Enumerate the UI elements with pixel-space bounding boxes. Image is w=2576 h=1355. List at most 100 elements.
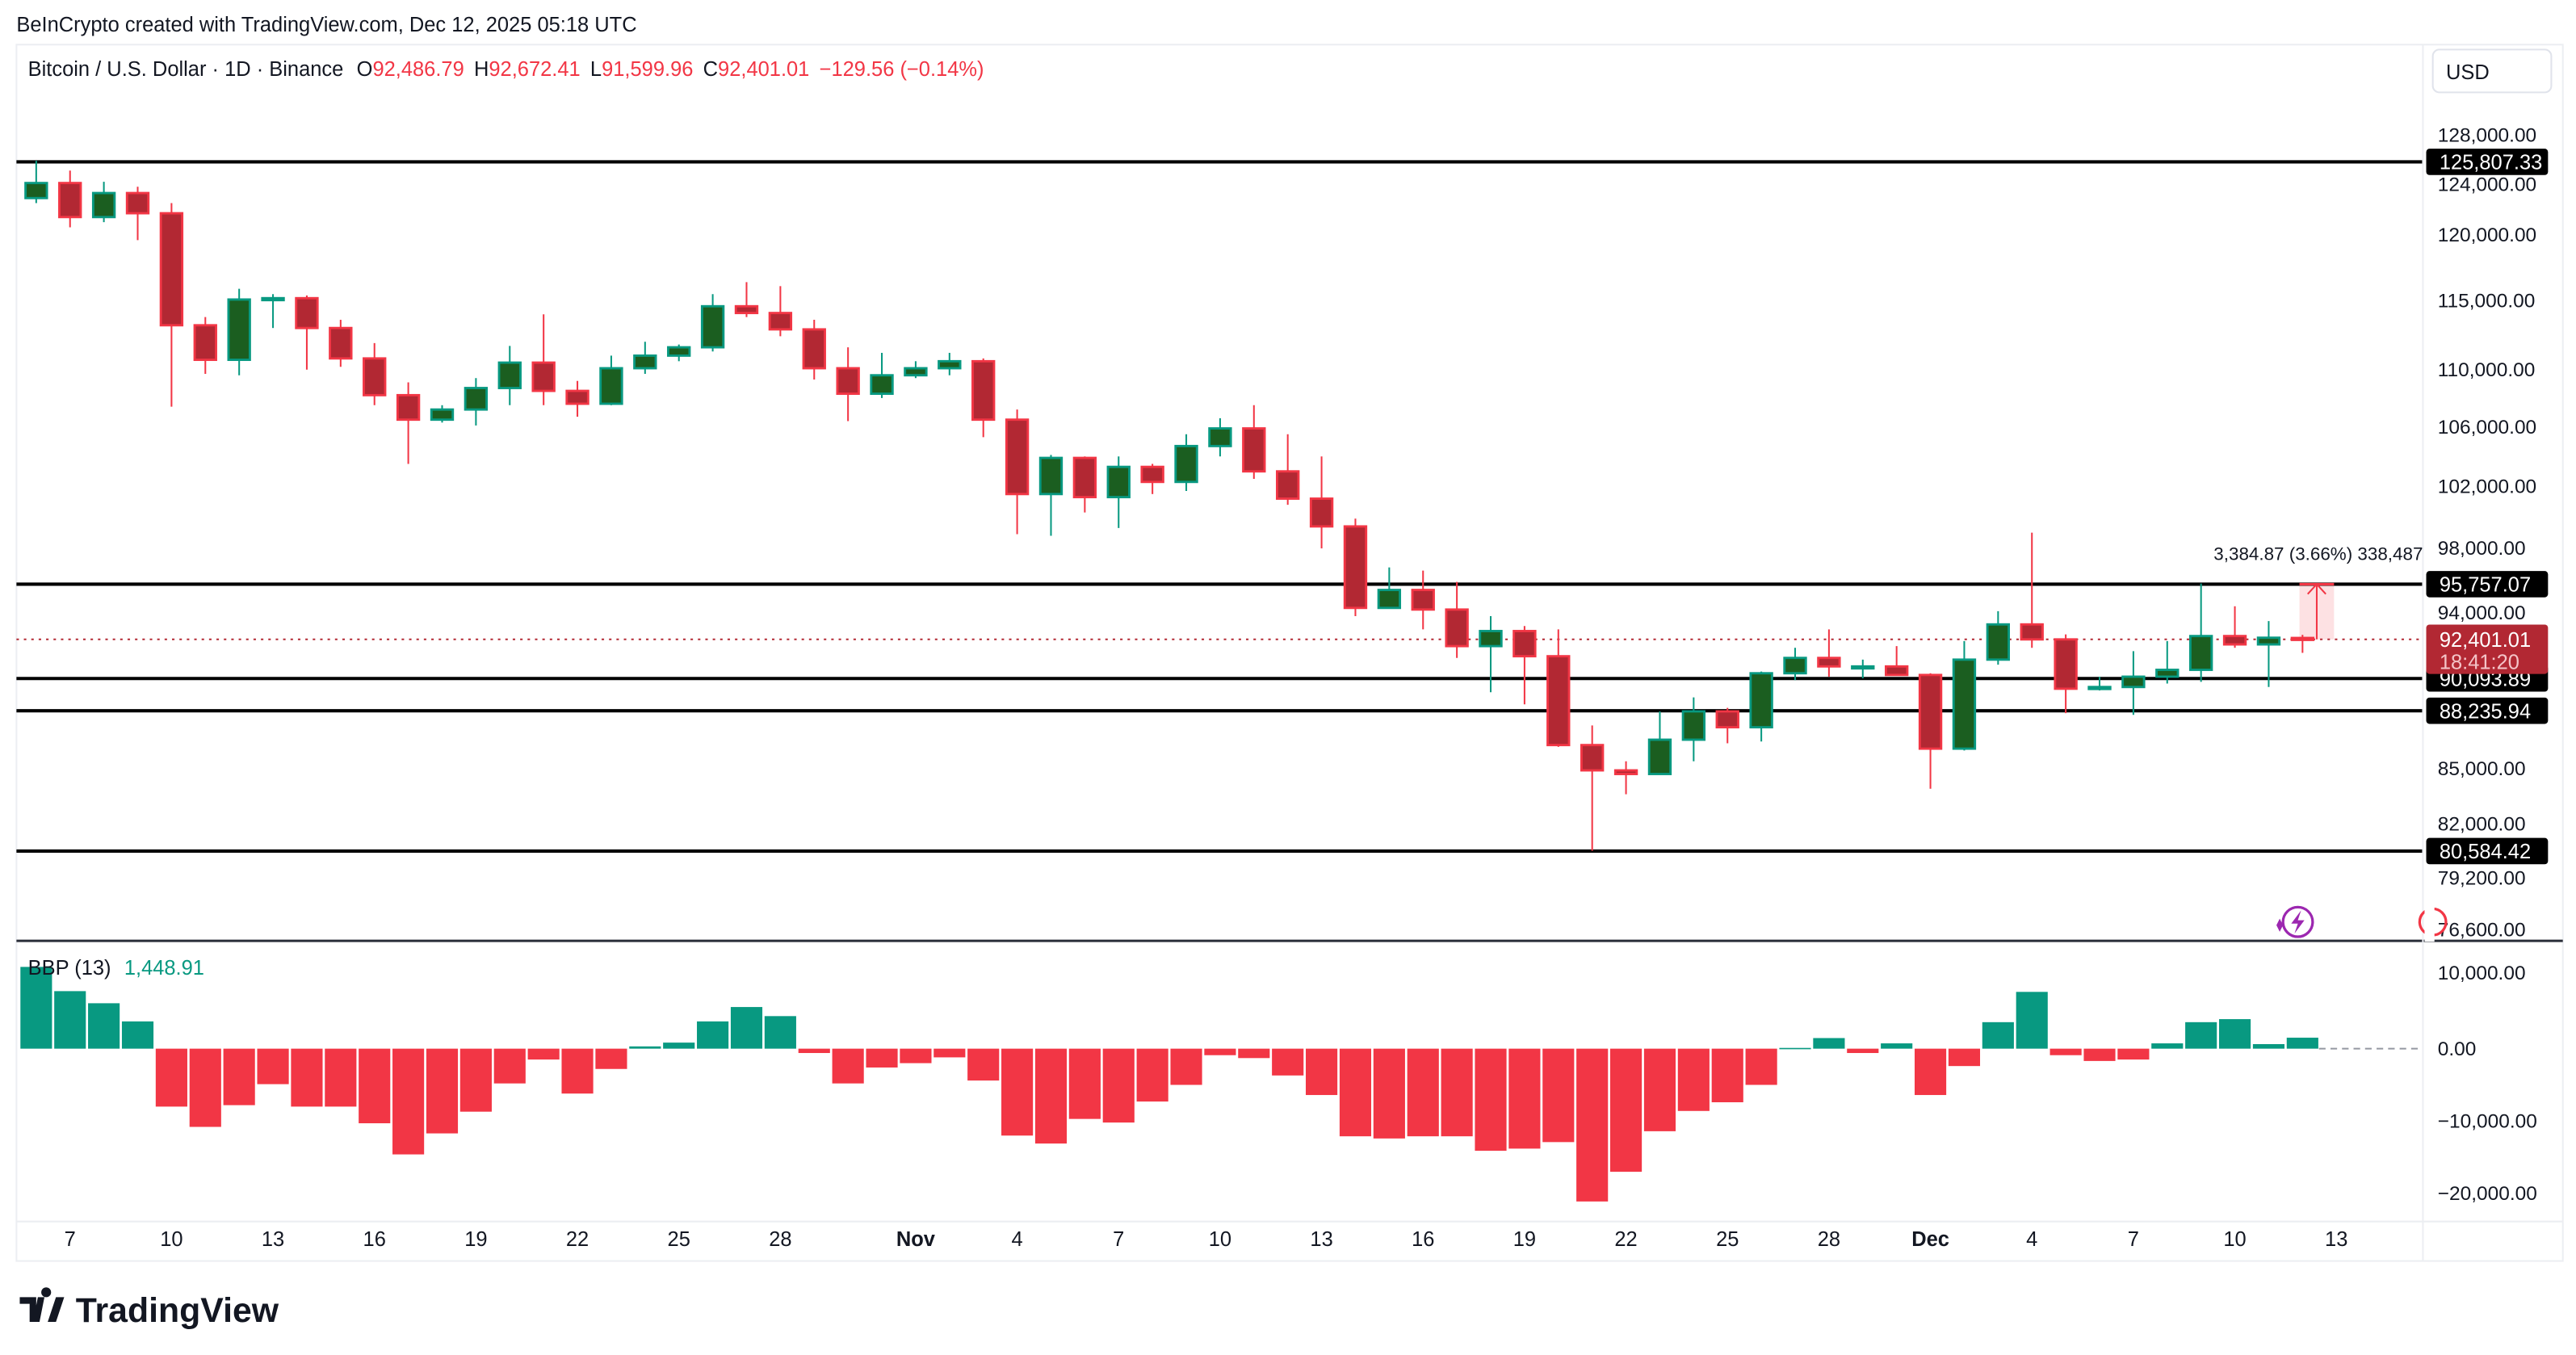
candle[interactable]: [464, 378, 489, 426]
symbol-title[interactable]: Bitcoin / U.S. Dollar · 1D · Binance: [28, 58, 344, 81]
bbp-bar[interactable]: [2083, 1048, 2116, 1061]
bbp-bar[interactable]: [967, 1048, 1000, 1081]
bbp-bar[interactable]: [1576, 1048, 1609, 1202]
bbp-bar[interactable]: [866, 1048, 898, 1068]
currency-button[interactable]: USD: [2431, 48, 2553, 94]
bbp-bar[interactable]: [1542, 1048, 1575, 1143]
candle[interactable]: [1309, 456, 1334, 549]
price-axis[interactable]: 128,000.00 124,000.00 120,000.00 115,000.00…: [2422, 44, 2549, 1261]
candle[interactable]: [700, 294, 725, 352]
candle[interactable]: [938, 352, 962, 375]
candle[interactable]: [904, 361, 928, 379]
candle[interactable]: [768, 286, 793, 337]
bbp-bar[interactable]: [730, 1007, 763, 1049]
candle[interactable]: [58, 170, 82, 228]
bbp-bar[interactable]: [493, 1048, 526, 1084]
candle[interactable]: [2188, 583, 2213, 682]
candle[interactable]: [2222, 606, 2247, 648]
bbp-bar[interactable]: [189, 1048, 221, 1127]
candle[interactable]: [734, 282, 759, 317]
bbp-bar[interactable]: [697, 1021, 729, 1049]
bbp-bar[interactable]: [1068, 1048, 1101, 1119]
bbp-bar[interactable]: [155, 1048, 187, 1107]
candle[interactable]: [836, 347, 860, 422]
bbp-bar[interactable]: [1102, 1048, 1135, 1123]
candle[interactable]: [1140, 464, 1164, 494]
lightning-icon[interactable]: [2276, 905, 2314, 938]
bbp-bar[interactable]: [257, 1048, 289, 1084]
bbp-bar[interactable]: [1170, 1048, 1202, 1085]
bbp-bar[interactable]: [629, 1046, 661, 1049]
candle[interactable]: [227, 288, 251, 375]
candle[interactable]: [1613, 761, 1638, 795]
bbp-bar[interactable]: [1948, 1048, 1981, 1067]
candle[interactable]: [1005, 409, 1030, 535]
candle[interactable]: [599, 355, 623, 405]
bbp-bar[interactable]: [2185, 1021, 2217, 1049]
candle[interactable]: [1038, 455, 1064, 536]
candle[interactable]: [531, 314, 556, 405]
bbp-pane[interactable]: [20, 967, 2423, 1202]
candle[interactable]: [1512, 626, 1537, 705]
candle[interactable]: [295, 295, 319, 370]
bbp-bar[interactable]: [88, 1003, 120, 1049]
bbp-bar[interactable]: [1779, 1047, 1811, 1050]
bbp-bar[interactable]: [2218, 1019, 2251, 1049]
bbp-bar[interactable]: [561, 1048, 594, 1094]
bbp-bar[interactable]: [527, 1048, 560, 1060]
candle[interactable]: [2121, 651, 2146, 715]
candle[interactable]: [1242, 405, 1266, 480]
candle[interactable]: [802, 320, 826, 380]
candle[interactable]: [1647, 711, 1672, 775]
bbp-bar[interactable]: [1982, 1021, 2014, 1049]
bbp-bar[interactable]: [121, 1021, 154, 1049]
bbp-bar[interactable]: [798, 1048, 830, 1054]
time-axis[interactable]: 7 10 13 16 19 22 25 28 Nov 4 7 10 13 16 19 22 25 28 Dec 4 7 1…: [16, 1220, 2563, 1252]
bbp-bar[interactable]: [1475, 1048, 1507, 1152]
candle[interactable]: [1783, 648, 1807, 681]
bbp-bar[interactable]: [1034, 1048, 1068, 1144]
bbp-bar[interactable]: [1610, 1048, 1643, 1173]
bbp-bar[interactable]: [1745, 1048, 1777, 1085]
candle[interactable]: [1546, 629, 1571, 747]
bbp-bar[interactable]: [595, 1048, 627, 1069]
candle[interactable]: [1072, 456, 1097, 513]
candle[interactable]: [329, 320, 353, 367]
candle[interactable]: [1580, 725, 1605, 851]
candle[interactable]: [1715, 707, 1739, 744]
bbp-bar[interactable]: [1711, 1048, 1743, 1103]
indicator-name[interactable]: BBP (13): [28, 957, 111, 980]
candle[interactable]: [91, 182, 116, 223]
candle[interactable]: [497, 346, 522, 405]
bbp-bar[interactable]: [392, 1048, 425, 1155]
candle[interactable]: [2020, 532, 2044, 648]
candle[interactable]: [1851, 659, 1875, 679]
candle[interactable]: [1986, 610, 2011, 665]
candle[interactable]: [2054, 634, 2078, 714]
candle[interactable]: [971, 358, 996, 438]
candle[interactable]: [2087, 676, 2112, 691]
candle[interactable]: [2256, 621, 2281, 687]
bbp-bar[interactable]: [54, 991, 86, 1049]
tradingview-logo[interactable]: TradingView: [19, 1287, 279, 1330]
candle[interactable]: [396, 382, 421, 464]
bbp-bar[interactable]: [1306, 1048, 1338, 1096]
bbp-bar[interactable]: [933, 1048, 966, 1058]
candle[interactable]: [430, 405, 455, 423]
bbp-bar[interactable]: [1136, 1048, 1168, 1102]
bbp-bar[interactable]: [900, 1048, 932, 1063]
bbp-bar[interactable]: [2117, 1048, 2150, 1060]
bbp-bar[interactable]: [223, 1048, 255, 1105]
bbp-bar[interactable]: [1373, 1048, 1405, 1139]
candle[interactable]: [2155, 640, 2180, 684]
bbp-bar[interactable]: [1001, 1048, 1034, 1136]
price-pane[interactable]: [16, 160, 2423, 854]
candle[interactable]: [24, 161, 48, 203]
bbp-bar[interactable]: [1339, 1048, 1372, 1137]
bbp-bar[interactable]: [459, 1048, 492, 1112]
candle[interactable]: [1445, 581, 1469, 658]
bbp-bar[interactable]: [1204, 1048, 1236, 1055]
bbp-bar[interactable]: [1643, 1048, 1676, 1131]
bbp-bar[interactable]: [426, 1048, 459, 1134]
bbp-bar[interactable]: [2286, 1038, 2318, 1049]
